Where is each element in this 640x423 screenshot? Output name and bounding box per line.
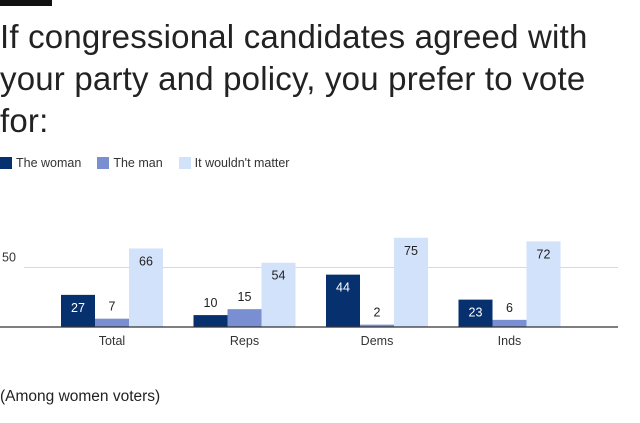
legend-swatch-no-matter xyxy=(178,157,191,169)
bar-label-dems-no-matter: 75 xyxy=(404,244,418,258)
legend-swatch-woman xyxy=(0,157,12,169)
bar-label-reps-woman: 10 xyxy=(204,296,218,310)
bar-total-man xyxy=(95,318,129,327)
legend-item-woman: The woman xyxy=(0,156,81,170)
x-tick-label-inds: Inds xyxy=(498,334,522,348)
y-tick-label-50: 50 xyxy=(2,251,16,265)
legend-item-no-matter: It wouldn't matter xyxy=(178,156,290,170)
bar-chart: 50 27 7 66 Total 10 15 54 Reps 44 2 75 Dems 23 6 72 Inds xyxy=(0,237,618,348)
bar-label-inds-no-matter: 72 xyxy=(537,247,551,261)
legend-swatch-man xyxy=(97,157,110,169)
legend: The woman The man It wouldn't matter xyxy=(0,155,305,171)
accent-bar xyxy=(0,0,52,6)
bar-inds-no-matter xyxy=(526,241,561,327)
bar-dems-no-matter xyxy=(394,237,428,327)
bar-label-reps-man: 15 xyxy=(238,290,252,304)
bar-dems-man xyxy=(360,324,394,327)
chart-note: (Among women voters) xyxy=(0,388,161,405)
bar-reps-no-matter xyxy=(261,262,296,327)
bar-label-inds-woman: 23 xyxy=(469,306,483,320)
bar-label-total-man: 7 xyxy=(109,300,116,314)
bar-label-total-woman: 27 xyxy=(71,301,85,315)
legend-label-no-matter: It wouldn't matter xyxy=(194,156,290,170)
bar-label-dems-man: 2 xyxy=(374,306,381,320)
legend-item-man: The man xyxy=(97,156,163,170)
bar-inds-woman xyxy=(458,299,493,327)
legend-label-man: The man xyxy=(113,156,163,170)
x-tick-label-total: Total xyxy=(99,334,125,348)
bar-dems-woman xyxy=(326,274,360,327)
bar-reps-man xyxy=(227,309,262,327)
bar-inds-man xyxy=(492,319,527,327)
bar-total-no-matter xyxy=(129,248,163,327)
bar-label-reps-no-matter: 54 xyxy=(272,269,286,283)
x-tick-label-dems: Dems xyxy=(361,334,394,348)
x-tick-label-reps: Reps xyxy=(230,334,259,348)
bar-total-woman xyxy=(61,294,95,327)
bar-label-total-no-matter: 66 xyxy=(139,254,153,268)
legend-label-woman: The woman xyxy=(16,156,82,170)
bar-label-inds-man: 6 xyxy=(506,301,513,315)
bar-label-dems-woman: 44 xyxy=(336,281,350,295)
bar-reps-woman xyxy=(193,315,228,327)
chart-title: If congressional candidates agreed with … xyxy=(0,18,588,139)
